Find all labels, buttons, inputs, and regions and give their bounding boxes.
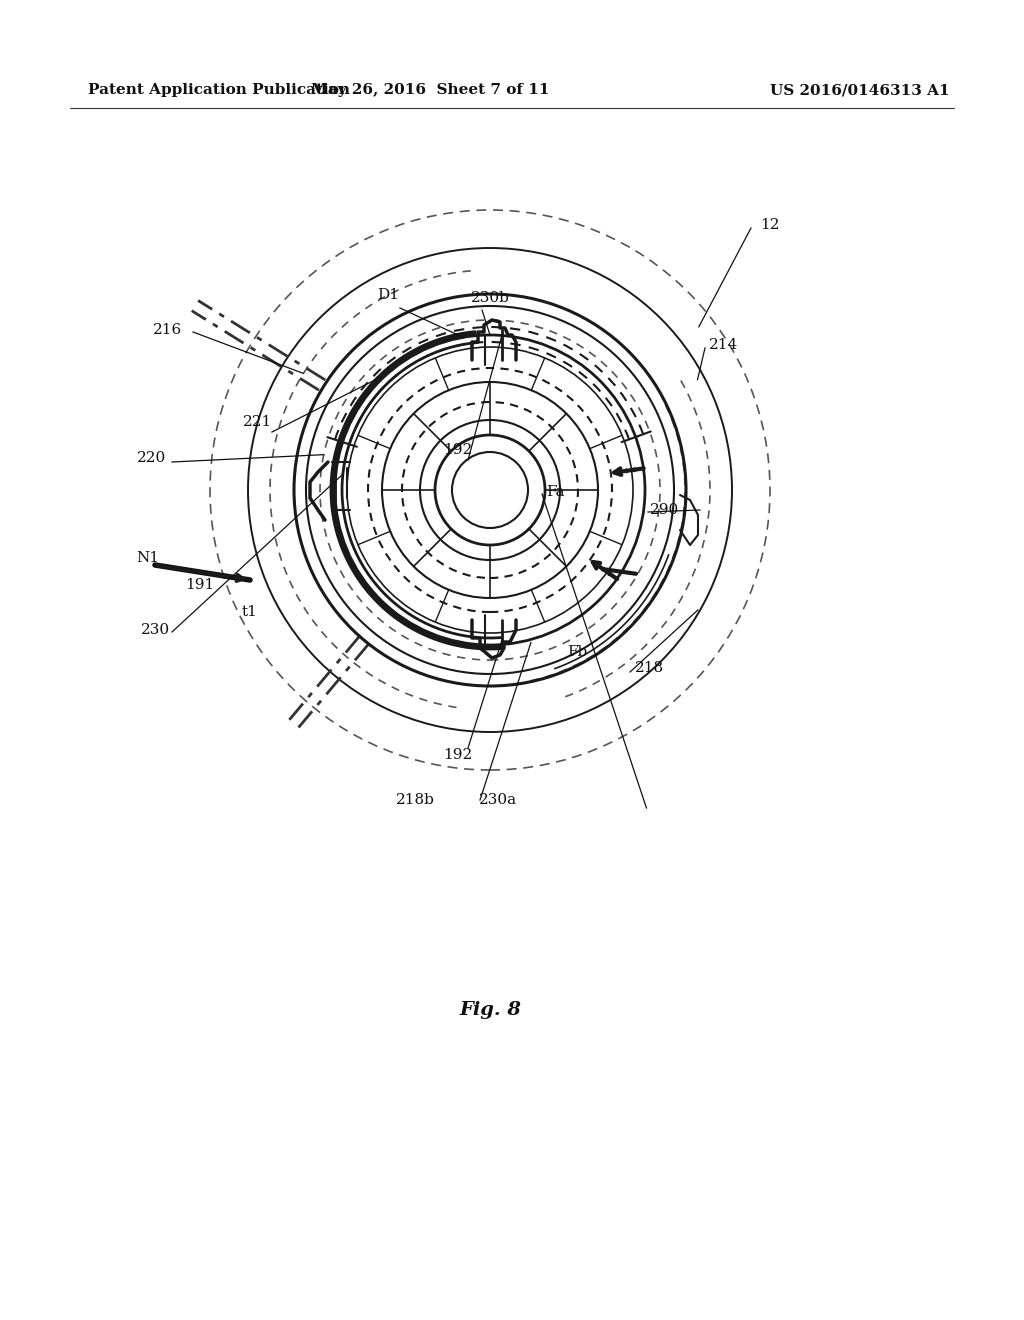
Text: 230a: 230a — [479, 793, 517, 807]
Text: 192: 192 — [443, 748, 473, 762]
Text: 218: 218 — [636, 661, 665, 675]
Text: Fb: Fb — [567, 645, 587, 659]
Text: 12: 12 — [760, 218, 779, 232]
Text: t1: t1 — [242, 605, 258, 619]
Text: 216: 216 — [154, 323, 182, 337]
Text: 230b: 230b — [471, 290, 509, 305]
Text: 214: 214 — [710, 338, 738, 352]
Text: 290: 290 — [650, 503, 680, 517]
Text: 220: 220 — [137, 451, 167, 465]
Text: 218b: 218b — [395, 793, 434, 807]
Text: 191: 191 — [185, 578, 215, 591]
Text: 192: 192 — [443, 444, 473, 457]
Text: Fa: Fa — [546, 484, 564, 499]
Text: May 26, 2016  Sheet 7 of 11: May 26, 2016 Sheet 7 of 11 — [310, 83, 549, 96]
Text: Fig. 8: Fig. 8 — [459, 1001, 521, 1019]
Text: Patent Application Publication: Patent Application Publication — [88, 83, 350, 96]
Text: N1: N1 — [136, 550, 160, 565]
Text: D1: D1 — [377, 288, 399, 302]
Text: 230: 230 — [140, 623, 170, 638]
Text: 221: 221 — [244, 414, 272, 429]
Text: US 2016/0146313 A1: US 2016/0146313 A1 — [770, 83, 949, 96]
